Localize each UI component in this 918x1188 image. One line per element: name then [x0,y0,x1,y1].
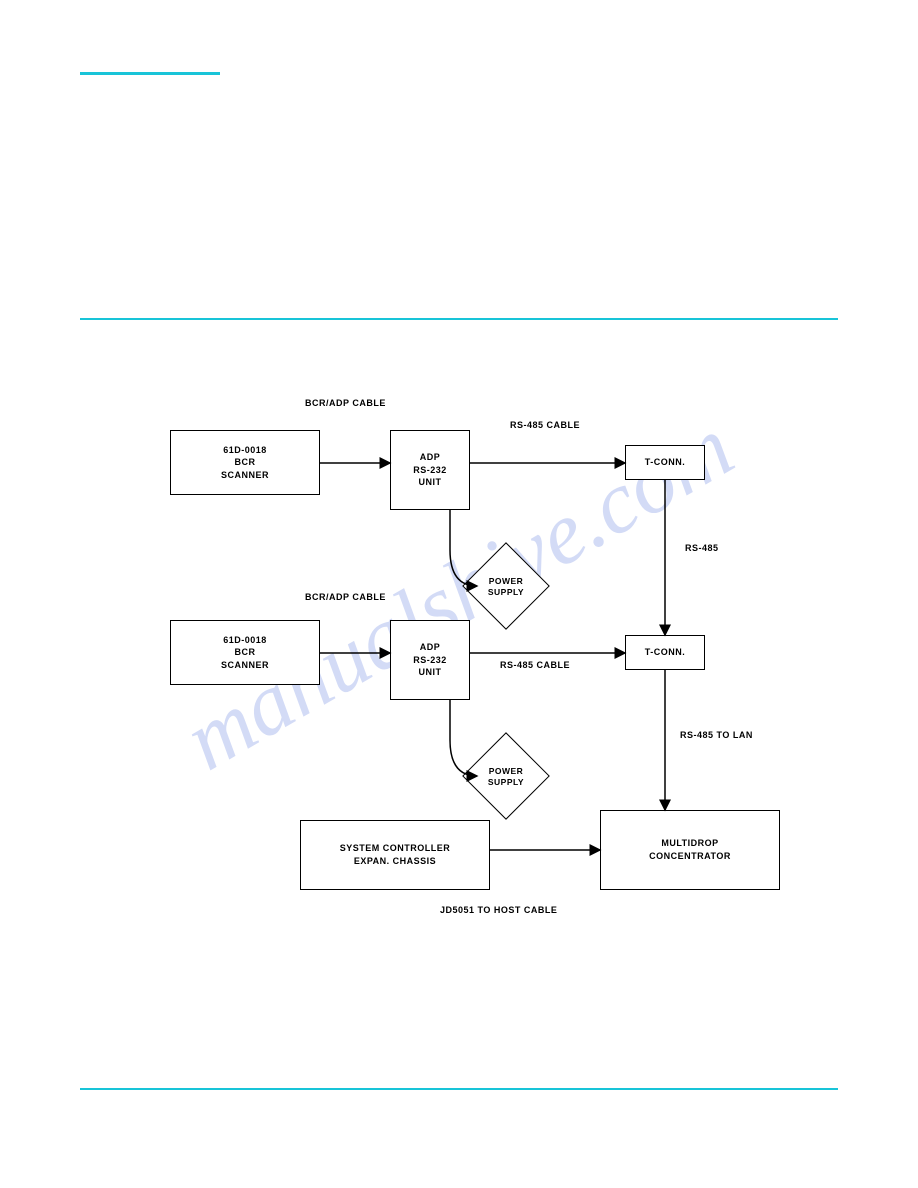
edge-label-rs485: RS-485 [685,543,719,553]
divider-middle [80,318,838,320]
node-scanner2-line3: SCANNER [221,659,269,672]
node-power1-label: POWER SUPPLY [466,576,546,598]
divider-top [80,72,220,75]
divider-bottom [80,1088,838,1090]
node-adp2-line3: UNIT [419,666,442,679]
node-adp2-line1: ADP [420,641,441,654]
node-power2-line1: POWER [489,766,524,776]
node-adp1-line2: RS-232 [413,464,447,477]
node-concentrator-line2: CONCENTRATOR [649,850,731,863]
node-tconn1: T-CONN. [625,445,705,480]
node-syscontroller: SYSTEM CONTROLLER EXPAN. CHASSIS [300,820,490,890]
edge-label-jd5051: JD5051 TO HOST CABLE [440,905,557,915]
edge-label-bcradp1: BCR/ADP CABLE [305,398,386,408]
node-tconn2-line1: T-CONN. [645,646,686,659]
edge-label-rs485c2: RS-485 CABLE [500,660,570,670]
node-adp2-line2: RS-232 [413,654,447,667]
node-adp2: ADP RS-232 UNIT [390,620,470,700]
node-adp1-line3: UNIT [419,476,442,489]
node-power1-line1: POWER [489,576,524,586]
node-concentrator-line1: MULTIDROP [661,837,718,850]
node-tconn1-line1: T-CONN. [645,456,686,469]
edge-label-rs485c1: RS-485 CABLE [510,420,580,430]
node-concentrator: MULTIDROP CONCENTRATOR [600,810,780,890]
flowchart-diagram: 61D-0018 BCR SCANNER ADP RS-232 UNIT T-C… [80,330,838,970]
node-tconn2: T-CONN. [625,635,705,670]
node-syscontroller-line2: EXPAN. CHASSIS [354,855,436,868]
node-power2-line2: SUPPLY [488,777,524,787]
node-power1-line2: SUPPLY [488,587,524,597]
edge-label-bcradp2: BCR/ADP CABLE [305,592,386,602]
node-scanner1-line2: BCR [235,456,256,469]
node-adp1-line1: ADP [420,451,441,464]
node-scanner1-line1: 61D-0018 [223,444,267,457]
page: manualshive.com 61D-0018 BCR SCANNER ADP… [0,0,918,1188]
node-scanner1: 61D-0018 BCR SCANNER [170,430,320,495]
node-scanner2-line2: BCR [235,646,256,659]
node-adp1: ADP RS-232 UNIT [390,430,470,510]
node-scanner2: 61D-0018 BCR SCANNER [170,620,320,685]
node-power2-label: POWER SUPPLY [466,766,546,788]
node-scanner2-line1: 61D-0018 [223,634,267,647]
node-scanner1-line3: SCANNER [221,469,269,482]
edge-label-rs485lan: RS-485 TO LAN [680,730,753,740]
node-syscontroller-line1: SYSTEM CONTROLLER [340,842,451,855]
